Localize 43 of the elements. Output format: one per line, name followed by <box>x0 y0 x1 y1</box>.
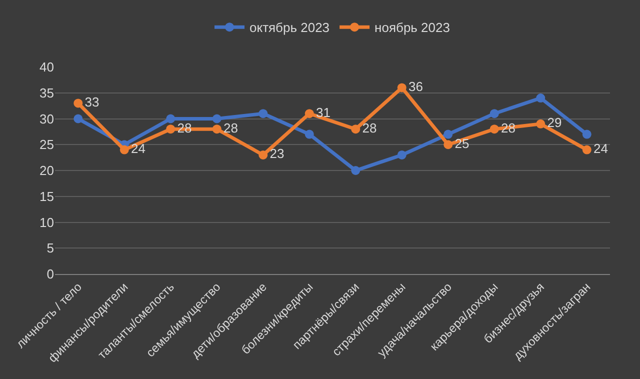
data-label: 28 <box>224 120 238 136</box>
point <box>397 83 406 92</box>
point <box>304 109 314 118</box>
point <box>258 109 268 118</box>
point <box>444 130 453 139</box>
y-tick-label: 25 <box>40 137 54 152</box>
y-tick-label: 0 <box>46 266 54 282</box>
data-label: 23 <box>270 146 284 162</box>
y-tick-label: 35 <box>40 85 54 100</box>
point <box>536 94 546 103</box>
legend-label: октябрь 2023 <box>250 20 330 36</box>
point <box>212 124 222 134</box>
point <box>490 124 499 134</box>
point <box>444 140 453 150</box>
data-label: 24 <box>131 141 146 156</box>
point <box>582 145 592 154</box>
y-tick-label: 15 <box>40 188 54 204</box>
point <box>166 114 176 124</box>
y-tick-label: 40 <box>40 60 54 75</box>
point <box>351 124 360 134</box>
legend-label: ноябрь 2023 <box>374 20 450 36</box>
point <box>258 150 268 160</box>
y-tick-label: 20 <box>40 163 54 178</box>
data-label: 33 <box>84 94 100 110</box>
point <box>304 130 314 139</box>
point <box>397 150 406 160</box>
point <box>74 114 83 124</box>
data-label: 36 <box>408 78 423 94</box>
point <box>351 166 360 175</box>
point <box>166 124 176 134</box>
point <box>582 130 592 139</box>
y-tick-label: 5 <box>46 240 54 256</box>
data-label: 31 <box>316 104 330 120</box>
point <box>490 109 499 118</box>
data-label: 29 <box>547 115 562 130</box>
point <box>536 119 546 128</box>
point <box>212 114 222 124</box>
point <box>74 98 83 108</box>
y-tick-label: 30 <box>40 111 54 126</box>
data-label: 28 <box>362 120 377 136</box>
y-tick-label: 10 <box>40 214 54 230</box>
point <box>120 145 129 154</box>
data-label: 24 <box>594 141 608 156</box>
